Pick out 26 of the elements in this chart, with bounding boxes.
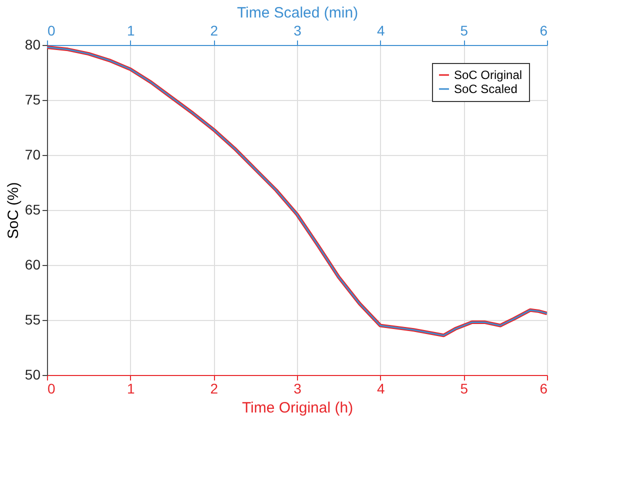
y-tick-label: 75: [24, 92, 41, 108]
x-tick-label: 0: [48, 380, 56, 396]
x-tick-label: 2: [210, 380, 218, 396]
x-tick-label: 5: [460, 380, 468, 396]
x-tick-label: 4: [376, 380, 385, 396]
x2-tick-label: 3: [294, 22, 302, 38]
x2-tick-label: 1: [126, 22, 135, 38]
x-tick-label: 6: [540, 380, 548, 396]
x2-tick-label: 6: [540, 22, 548, 38]
y-tick-label: 55: [24, 312, 41, 328]
legend-label: SoC Original: [454, 68, 522, 82]
x2-tick-label: 4: [376, 22, 385, 38]
y-tick-label: 60: [24, 256, 41, 272]
y-tick-label: 65: [24, 202, 41, 218]
x2-tick-label: 5: [460, 22, 468, 38]
y-tick-label: 70: [24, 146, 41, 162]
x-tick-label: 3: [294, 380, 302, 396]
y-axis-title: SoC (%): [4, 182, 22, 239]
x2-tick-label: 0: [48, 22, 56, 38]
y-tick-label: 50: [24, 366, 41, 382]
x2-tick-label: 2: [210, 22, 218, 38]
y-tick-label: 80: [24, 36, 41, 52]
x-tick-label: 1: [126, 380, 135, 396]
x2-axis-title: Time Scaled (min): [236, 4, 358, 22]
x-axis-title: Time Original (h): [242, 400, 354, 416]
legend-label: SoC Scaled: [454, 82, 518, 96]
